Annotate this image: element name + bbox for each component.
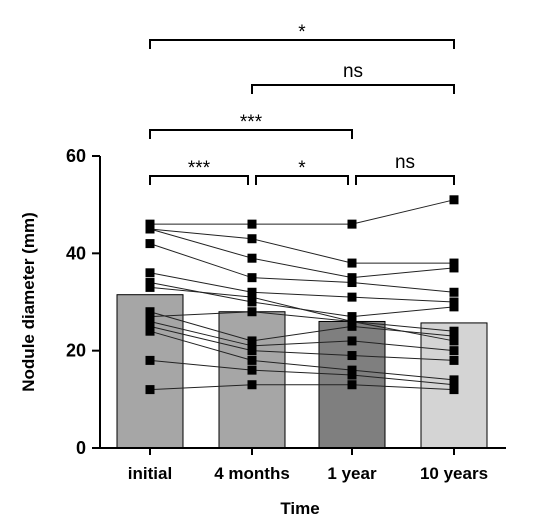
subject-line-12 [149,359,455,386]
x-tick-label-0: initial [128,464,172,483]
data-points [145,195,459,395]
data-point-0-2 [347,219,357,229]
data-point-4-0 [145,268,155,278]
subject-line-8 [149,311,455,342]
significance-bracket-5 [355,175,455,185]
data-point-2-0 [145,224,155,234]
data-point-8-2 [347,316,357,326]
data-point-4-3 [449,297,459,307]
significance-label-0: * [298,22,306,43]
data-point-12-3 [449,380,459,390]
axes [99,156,506,449]
data-point-1-2 [347,258,357,268]
data-point-13-3 [449,385,459,395]
data-point-2-3 [449,263,459,273]
data-point-7-3 [449,331,459,341]
data-point-2-1 [247,253,257,263]
data-point-12-2 [347,370,357,380]
data-point-8-0 [145,312,155,322]
data-point-4-2 [347,292,357,302]
data-point-12-1 [247,365,257,375]
data-point-11-2 [347,365,357,375]
y-tick-label-1: 20 [66,341,86,361]
x-axis-title: Time [280,499,319,518]
data-point-8-3 [449,336,459,346]
y-ticks: 0 20 40 60 [66,146,100,458]
significance-bracket-2 [149,129,353,139]
data-point-3-2 [347,278,357,288]
significance-label-4: * [298,158,306,179]
y-axis-title: Nodule diameter (mm) [19,212,38,391]
subject-line-10 [149,325,455,361]
data-point-9-1 [247,341,257,351]
data-point-7-0 [145,307,155,317]
significance-bracket-0 [149,39,455,49]
data-point-6-1 [247,292,257,302]
x-tick-label-3: 10 years [420,464,488,483]
significance-bracket-1 [251,84,455,94]
data-point-11-3 [449,375,459,385]
data-point-1-1 [247,234,257,244]
subject-line-3 [149,243,455,293]
data-point-3-3 [449,287,459,297]
data-point-2-2 [347,273,357,283]
x-tick-label-2: 1 year [327,464,377,483]
significance-label-3: *** [188,158,211,179]
data-point-9-3 [449,346,459,356]
data-point-12-0 [145,355,155,365]
data-point-6-0 [145,282,155,292]
subject-line-9 [149,320,455,352]
data-point-6-3 [449,326,459,336]
data-point-9-2 [347,336,357,346]
data-point-0-1 [247,219,257,229]
x-tick-label-1: 4 months [214,464,290,483]
data-point-10-2 [347,351,357,361]
data-point-7-2 [347,321,357,331]
data-point-13-1 [247,380,257,390]
subject-line-6 [149,286,455,332]
significance-label-2: *** [240,112,263,133]
data-point-10-0 [145,321,155,331]
y-tick-label-3: 60 [66,146,86,166]
data-point-5-0 [145,278,155,288]
data-point-10-3 [449,355,459,365]
y-tick-label-0: 0 [76,438,86,458]
data-point-5-2 [347,312,357,322]
subject-line-1 [149,228,454,264]
data-point-11-1 [247,355,257,365]
data-point-3-1 [247,273,257,283]
significance-bracket-3 [149,175,249,185]
subject-line-13 [149,384,455,391]
subject-lines [149,199,455,391]
data-point-5-1 [247,297,257,307]
data-point-4-1 [247,287,257,297]
significance-bracket-4 [255,175,349,185]
data-point-9-0 [145,316,155,326]
data-point-5-3 [449,302,459,312]
significance-label-5: ns [395,152,415,173]
subject-line-0 [150,199,455,225]
data-point-11-0 [145,326,155,336]
data-point-13-2 [347,380,357,390]
significance-label-1: ns [343,61,363,82]
y-tick-label-2: 40 [66,243,86,263]
data-point-0-3 [449,195,459,205]
data-point-10-1 [247,346,257,356]
data-point-3-0 [145,239,155,249]
bar-1 [218,311,286,449]
subject-line-4 [149,272,455,303]
data-point-13-0 [145,385,155,395]
data-point-7-1 [247,336,257,346]
x-tick-labels: initial 4 months 1 year 10 years [128,448,488,483]
subject-line-11 [149,330,455,381]
data-point-0-0 [145,219,155,229]
data-point-8-1 [247,307,257,317]
subject-line-2 [149,228,455,279]
significance-brackets: *ns****** * ns [149,22,455,185]
data-point-1-3 [449,258,459,268]
